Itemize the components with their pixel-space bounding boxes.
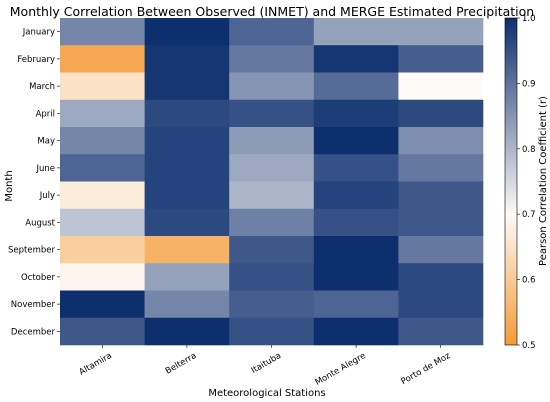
colorbar-tick-label: 0.6 [522, 276, 536, 286]
heatmap-cell [398, 236, 484, 264]
heatmap-cell [313, 181, 399, 210]
heatmap-cell [313, 208, 399, 237]
heatmap-cell [229, 317, 315, 346]
heatmap-cell [60, 317, 145, 346]
colorbar-tick-label: 1.0 [522, 14, 536, 24]
heatmap-cell [229, 45, 315, 73]
y-tick-label: January [22, 28, 55, 38]
heatmap-cell [144, 236, 230, 264]
heatmap-cell [398, 127, 484, 155]
heatmap-cell [398, 317, 484, 346]
colorbar-tick-label: 0.7 [522, 210, 536, 220]
x-axis-ticks: Altamira Belterra Itaituba Monte Alegre Port… [78, 345, 453, 388]
heatmap-cell [144, 154, 230, 182]
y-tick-label: May [37, 137, 55, 147]
x-tick-label: Monte Alegre [314, 351, 368, 388]
heatmap-cell [313, 263, 399, 291]
heatmap-cell [60, 45, 145, 73]
heatmap-cell [313, 154, 399, 182]
heatmap-cell [229, 72, 315, 101]
heatmap-cell [398, 18, 484, 46]
heatmap-cell [60, 99, 145, 128]
heatmap-cell [144, 290, 230, 319]
heatmap-cell [144, 99, 230, 128]
heatmap-cell [144, 181, 230, 210]
heatmap-cell [398, 154, 484, 182]
heatmap-cell [313, 99, 399, 128]
heatmap-cell [60, 154, 145, 182]
y-tick-label: October [21, 273, 56, 283]
heatmap-cell [60, 181, 145, 210]
y-tick-label: June [35, 164, 55, 174]
heatmap-cell [229, 127, 315, 155]
heatmap-cells [60, 18, 484, 346]
heatmap-cell [229, 181, 315, 210]
heatmap-cell [144, 317, 230, 346]
heatmap-cell [144, 18, 230, 46]
heatmap-cell [398, 208, 484, 237]
heatmap-cell [60, 263, 145, 291]
heatmap-cell [398, 99, 484, 128]
heatmap-cell [60, 290, 145, 319]
heatmap-cell [313, 127, 399, 155]
heatmap-cell [229, 290, 315, 319]
heatmap-cell [229, 236, 315, 264]
heatmap-cell [398, 181, 484, 210]
colorbar-tick-label: 0.5 [522, 341, 536, 351]
heatmap-cell [313, 317, 399, 346]
heatmap-cell [60, 18, 145, 46]
heatmap-cell [229, 99, 315, 128]
heatmap-cell [229, 154, 315, 182]
y-tick-label: August [25, 218, 55, 228]
heatmap-cell [313, 290, 399, 319]
heatmap-cell [398, 290, 484, 319]
heatmap-cell [144, 263, 230, 291]
y-tick-label: April [36, 109, 55, 119]
heatmap-cell [144, 72, 230, 101]
x-tick-label: Altamira [78, 351, 114, 378]
colorbar-ticks: 0.5 0.6 0.7 0.8 0.9 1.0 [517, 14, 536, 351]
heatmap-cell [229, 208, 315, 237]
colorbar-tick-label: 0.9 [522, 79, 536, 89]
heatmap-cell [398, 72, 484, 101]
colorbar-tick-label: 0.8 [522, 145, 536, 155]
x-tick-label: Belterra [164, 351, 198, 377]
chart-title: Monthly Correlation Between Observed (IN… [10, 4, 534, 19]
y-tick-label: February [17, 55, 55, 65]
heatmap-cell [229, 263, 315, 291]
heatmap-cell [144, 208, 230, 237]
heatmap-cell [398, 45, 484, 73]
y-tick-label: November [11, 300, 56, 310]
heatmap-cell [313, 72, 399, 101]
heatmap-cell [398, 263, 484, 291]
colorbar-label: Pearson Correlation Coefficient (r) [538, 96, 549, 266]
y-tick-label: July [39, 191, 55, 201]
heatmap-cell [313, 18, 399, 46]
x-axis-label: Meteorological Stations [208, 388, 325, 399]
heatmap-cell [313, 236, 399, 264]
heatmap-cell [313, 45, 399, 73]
colorbar [504, 17, 518, 346]
x-tick-label: Itaituba [250, 351, 283, 376]
heatmap-cell [144, 127, 230, 155]
y-tick-label: March [29, 82, 55, 92]
y-tick-label: September [8, 246, 55, 256]
y-tick-label: December [11, 327, 56, 337]
x-tick-label: Porto de Moz [400, 351, 453, 387]
heatmap-cell [60, 208, 145, 237]
heatmap-cell [144, 45, 230, 73]
y-axis-ticks: January February March April May June July Augu… [8, 28, 60, 337]
heatmap-cell [229, 18, 315, 46]
heatmap-cell [60, 236, 145, 264]
heatmap-cell [60, 72, 145, 101]
heatmap-cell [60, 127, 145, 155]
y-axis-label: Month [4, 170, 15, 201]
